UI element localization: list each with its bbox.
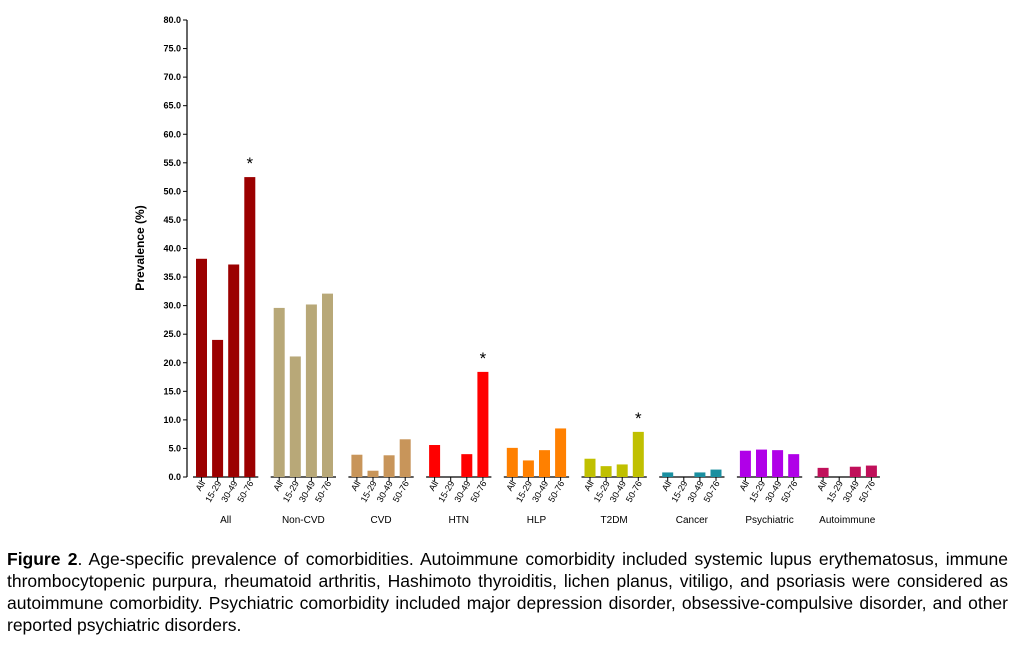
bar-htn-50-76: [477, 371, 489, 477]
bar-non-cvd-30-49: [305, 304, 317, 477]
bar-autoimmune-all: [817, 467, 829, 477]
x-tick-label-hlp-all: All: [504, 479, 518, 493]
y-tick-label-2: 10.0: [163, 415, 181, 425]
bar-hlp-15-29: [522, 460, 534, 477]
bar-psychiatric-30-49: [772, 450, 784, 477]
y-tick-label-7: 35.0: [163, 272, 181, 282]
caption-text: . Age-specific prevalence of comorbiditi…: [7, 549, 1008, 635]
x-tick-label-hlp-50-76: 50-76: [546, 479, 566, 504]
x-tick-label-cvd-all: All: [349, 479, 363, 493]
x-tick-label-cvd-50-76: 50-76: [391, 479, 411, 504]
x-tick-label-t2dm-50-76: 50-76: [624, 479, 644, 504]
group-label-t2dm: T2DM: [601, 515, 628, 526]
y-tick-label-8: 40.0: [163, 244, 181, 254]
bar-t2dm-15-29: [600, 466, 612, 477]
y-tick-label-10: 50.0: [163, 186, 181, 196]
x-tick-label-non-cvd-all: All: [271, 479, 285, 493]
significance-star-t2dm: *: [635, 409, 642, 428]
bar-all-50-76: [244, 177, 256, 477]
significance-star-all: *: [246, 154, 253, 173]
y-tick-label-5: 25.0: [163, 329, 181, 339]
y-tick-label-1: 5.0: [168, 443, 181, 453]
bar-htn-30-49: [461, 454, 473, 477]
y-tick-label-13: 65.0: [163, 101, 181, 111]
y-tick-label-15: 75.0: [163, 44, 181, 54]
x-tick-label-cancer-50-76: 50-76: [702, 479, 722, 504]
x-tick-label-t2dm-all: All: [582, 479, 596, 493]
bar-non-cvd-all: [273, 307, 285, 477]
bar-psychiatric-all: [739, 450, 751, 477]
bar-hlp-50-76: [555, 428, 567, 477]
bar-htn-all: [429, 445, 441, 477]
x-tick-label-autoimmune-50-76: 50-76: [857, 479, 877, 504]
y-tick-label-14: 70.0: [163, 72, 181, 82]
y-tick-label-16: 80.0: [163, 15, 181, 25]
bar-autoimmune-30-49: [849, 466, 861, 477]
bar-non-cvd-15-29: [289, 356, 301, 477]
bar-cvd-50-76: [399, 439, 411, 477]
group-label-all: All: [220, 515, 231, 526]
bar-t2dm-50-76: [632, 431, 644, 477]
bar-cancer-30-49: [694, 472, 706, 477]
bar-autoimmune-50-76: [865, 465, 877, 477]
x-tick-label-psychiatric-50-76: 50-76: [779, 479, 799, 504]
group-label-cvd: CVD: [370, 515, 391, 526]
figure-label: Figure 2: [7, 549, 78, 569]
bar-cancer-all: [662, 472, 674, 477]
bar-psychiatric-50-76: [788, 454, 800, 477]
bar-all-15-29: [212, 339, 224, 477]
x-tick-label-non-cvd-50-76: 50-76: [313, 479, 333, 504]
y-tick-label-6: 30.0: [163, 301, 181, 311]
y-tick-label-9: 45.0: [163, 215, 181, 225]
group-label-psychiatric: Psychiatric: [745, 515, 793, 526]
x-tick-label-cancer-all: All: [660, 479, 674, 493]
bar-non-cvd-50-76: [322, 293, 333, 477]
y-tick-label-4: 20.0: [163, 358, 181, 368]
bar-hlp-all: [506, 447, 518, 477]
group-label-non-cvd: Non-CVD: [282, 515, 325, 526]
bar-cvd-30-49: [383, 455, 395, 477]
y-tick-label-0: 0.0: [168, 472, 181, 482]
group-label-autoimmune: Autoimmune: [819, 515, 876, 526]
bar-cvd-15-29: [367, 470, 379, 477]
y-tick-label-3: 15.0: [163, 386, 181, 396]
bar-all-all: [196, 258, 207, 477]
y-axis-label: Prevalence (%): [133, 205, 147, 290]
group-label-cancer: Cancer: [676, 515, 709, 526]
y-tick-label-11: 55.0: [163, 158, 181, 168]
group-label-htn: HTN: [448, 515, 469, 526]
bar-cancer-50-76: [710, 469, 722, 477]
bar-all-30-49: [228, 264, 240, 477]
significance-star-htn: *: [480, 349, 487, 368]
bar-cvd-all: [351, 454, 363, 477]
x-tick-label-psychiatric-all: All: [737, 479, 751, 493]
x-tick-label-htn-50-76: 50-76: [468, 479, 488, 504]
x-tick-label-all-50-76: 50-76: [235, 479, 255, 504]
prevalence-bar-chart: 0.0 5.0 10.0 15.0 20.0 25.0 30.0 35.0 40.0 45.0 50…: [133, 15, 880, 526]
x-tick-label-htn-all: All: [427, 479, 441, 493]
y-tick-label-12: 60.0: [163, 129, 181, 139]
bar-t2dm-all: [584, 458, 596, 477]
bar-psychiatric-15-29: [756, 449, 767, 477]
bar-hlp-30-49: [539, 450, 550, 477]
figure-caption: Figure 2. Age-specific prevalence of com…: [7, 548, 1008, 636]
x-tick-label-all-all: All: [194, 479, 208, 493]
group-label-hlp: HLP: [527, 515, 547, 526]
bar-t2dm-30-49: [616, 464, 628, 477]
x-tick-label-autoimmune-all: All: [815, 479, 829, 493]
